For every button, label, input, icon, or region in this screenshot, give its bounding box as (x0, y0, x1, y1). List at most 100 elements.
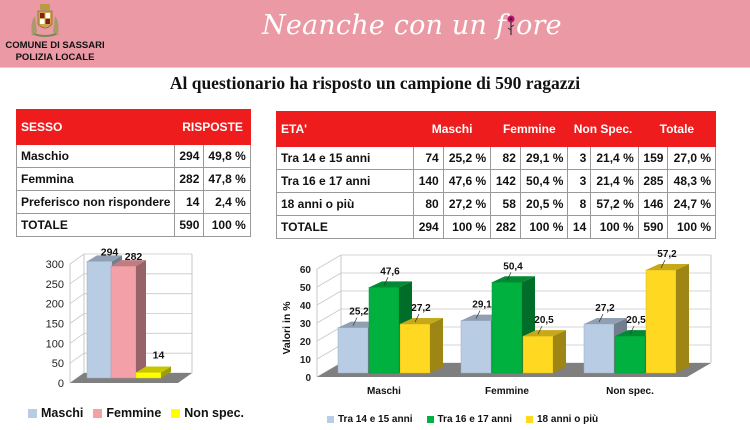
flower-icon (506, 13, 516, 35)
value-label: 20,5 (626, 315, 646, 326)
column-header-non-spec: Non Spec. (567, 111, 639, 147)
cell: 100 % (667, 215, 716, 239)
table-header-row: SESSO RISPOSTE (15, 109, 251, 145)
cell: 3 (567, 146, 592, 170)
legend-item: Tra 16 e 17 anni (426, 414, 512, 425)
sex-chart-legend: Maschi Femmine Non spec. (28, 406, 254, 420)
value-label: 50,4 (503, 261, 523, 272)
cell: 27,2 % (442, 192, 492, 216)
cell: 8 (567, 192, 592, 216)
legend-swatch-icon (93, 408, 103, 418)
cell: 50,4 % (519, 169, 569, 193)
banner-title-part1: Neanche con un f (262, 10, 507, 41)
age-table: ETA' Maschi Femmine Non Spec. Totale Tra… (276, 111, 717, 239)
cell: 3 (567, 169, 592, 193)
legend-label: Non spec. (184, 406, 245, 420)
cell: 82 (490, 146, 521, 170)
table-header-row: ETA' Maschi Femmine Non Spec. Totale (276, 111, 717, 147)
cell: 146 (637, 192, 669, 216)
y-tick-label: 0 (305, 373, 311, 384)
legend-swatch-icon (28, 408, 37, 418)
row-count: 14 (174, 190, 205, 214)
y-tick-label: 150 (46, 319, 64, 331)
row-label: Tra 16 e 17 anni (276, 169, 414, 193)
value-label: 20,5 (534, 315, 554, 326)
y-tick-label: 0 (58, 378, 64, 390)
cell: 100 % (590, 215, 639, 239)
row-label: Maschio (15, 144, 176, 168)
legend-item: Tra 14 e 15 anni (327, 414, 413, 425)
legend-label: Femmine (106, 406, 162, 420)
y-tick-label: 100 (46, 338, 64, 350)
age-chart-legend: Tra 14 e 15 anni Tra 16 e 17 anni 18 anni … (327, 414, 612, 425)
y-tick-label: 50 (300, 283, 312, 294)
cell: 27,0 % (667, 146, 716, 170)
banner-title-part2: ore (516, 10, 562, 41)
cell: 80 (413, 192, 444, 216)
column-header-maschi: Maschi (412, 111, 492, 147)
column-header-femmine: Femmine (490, 111, 569, 147)
cell: 282 (490, 215, 521, 239)
row-pct: 2,4 % (203, 190, 251, 214)
legend-label: Maschi (41, 406, 84, 420)
y-tick-label: 50 (52, 358, 64, 370)
legend-swatch-icon (171, 408, 181, 418)
y-tick-label: 20 (300, 337, 312, 348)
cell: 47,6 % (442, 169, 492, 193)
y-axis-title: Valori in % (281, 301, 293, 355)
row-pct: 100 % (203, 213, 251, 237)
cell: 590 (637, 215, 669, 239)
table-total-row: TOTALE 590 100 % (15, 213, 251, 237)
legend-item: Maschi (28, 406, 83, 420)
row-count: 590 (174, 213, 205, 237)
cell: 142 (490, 169, 521, 193)
cell: 29,1 % (519, 146, 569, 170)
column-header-sesso: SESSO (15, 109, 176, 145)
value-label: 27,2 (411, 303, 431, 314)
table-total-row: TOTALE 294 100 % 282 100 % 14 100 % 590 … (276, 215, 716, 239)
table-row: 18 anni o più 80 27,2 % 58 20,5 % 8 57,2… (276, 192, 716, 216)
value-label: 27,2 (595, 303, 615, 314)
cell: 57,2 % (590, 192, 639, 216)
column-header-eta: ETA' (276, 111, 414, 147)
age-bar-chart: 0 10 20 30 40 50 60 Valori in % 25,2 47,6 27,2 Masc… (281, 250, 712, 397)
column-header-totale: Totale (637, 111, 717, 147)
row-label: Preferisco non rispondere (15, 190, 176, 214)
row-label: 18 anni o più (276, 192, 414, 216)
cell: 20,5 % (519, 192, 569, 216)
value-label: 25,2 (349, 307, 369, 318)
y-tick-label: 40 (300, 301, 312, 312)
x-category-label: Femmine (485, 386, 529, 397)
table-row: Preferisco non rispondere 14 2,4 % (15, 190, 251, 214)
cell: 159 (637, 146, 669, 170)
org-line2: POLIZIA LOCALE (15, 52, 95, 63)
table-row: Tra 14 e 15 anni 74 25,2 % 82 29,1 % 3 2… (276, 146, 716, 170)
row-label: Tra 14 e 15 anni (276, 146, 414, 170)
cell: 285 (637, 169, 669, 193)
y-tick-label: 300 (46, 259, 64, 271)
table-row: Femmina 282 47,8 % (15, 167, 251, 191)
row-label: TOTALE (276, 215, 414, 239)
row-count: 282 (174, 167, 205, 191)
value-label: 282 (125, 251, 143, 263)
banner-title: Neanche con un f ore (262, 10, 562, 41)
cell: 140 (413, 169, 444, 193)
row-pct: 49,8 % (203, 144, 251, 168)
cell: 58 (490, 192, 521, 216)
y-tick-label: 250 (46, 279, 64, 291)
value-label: 294 (101, 246, 119, 258)
legend-label: 18 anni o più (537, 414, 599, 425)
legend-label: Tra 14 e 15 anni (338, 414, 413, 425)
cell: 21,4 % (590, 169, 639, 193)
org-line1: COMUNE DI SASSARI (5, 40, 105, 51)
x-category-label: Non spec. (606, 386, 654, 397)
table-row: Maschio 294 49,8 % (15, 144, 251, 168)
city-crest-icon (31, 4, 59, 37)
row-count: 294 (174, 144, 205, 168)
bar-non-spec--series-2 (645, 264, 689, 374)
cell: 48,3 % (667, 169, 716, 193)
legend-item: Femmine (93, 406, 161, 420)
y-tick-label: 200 (46, 299, 64, 311)
value-label: 57,2 (657, 250, 677, 260)
cell: 21,4 % (590, 146, 639, 170)
